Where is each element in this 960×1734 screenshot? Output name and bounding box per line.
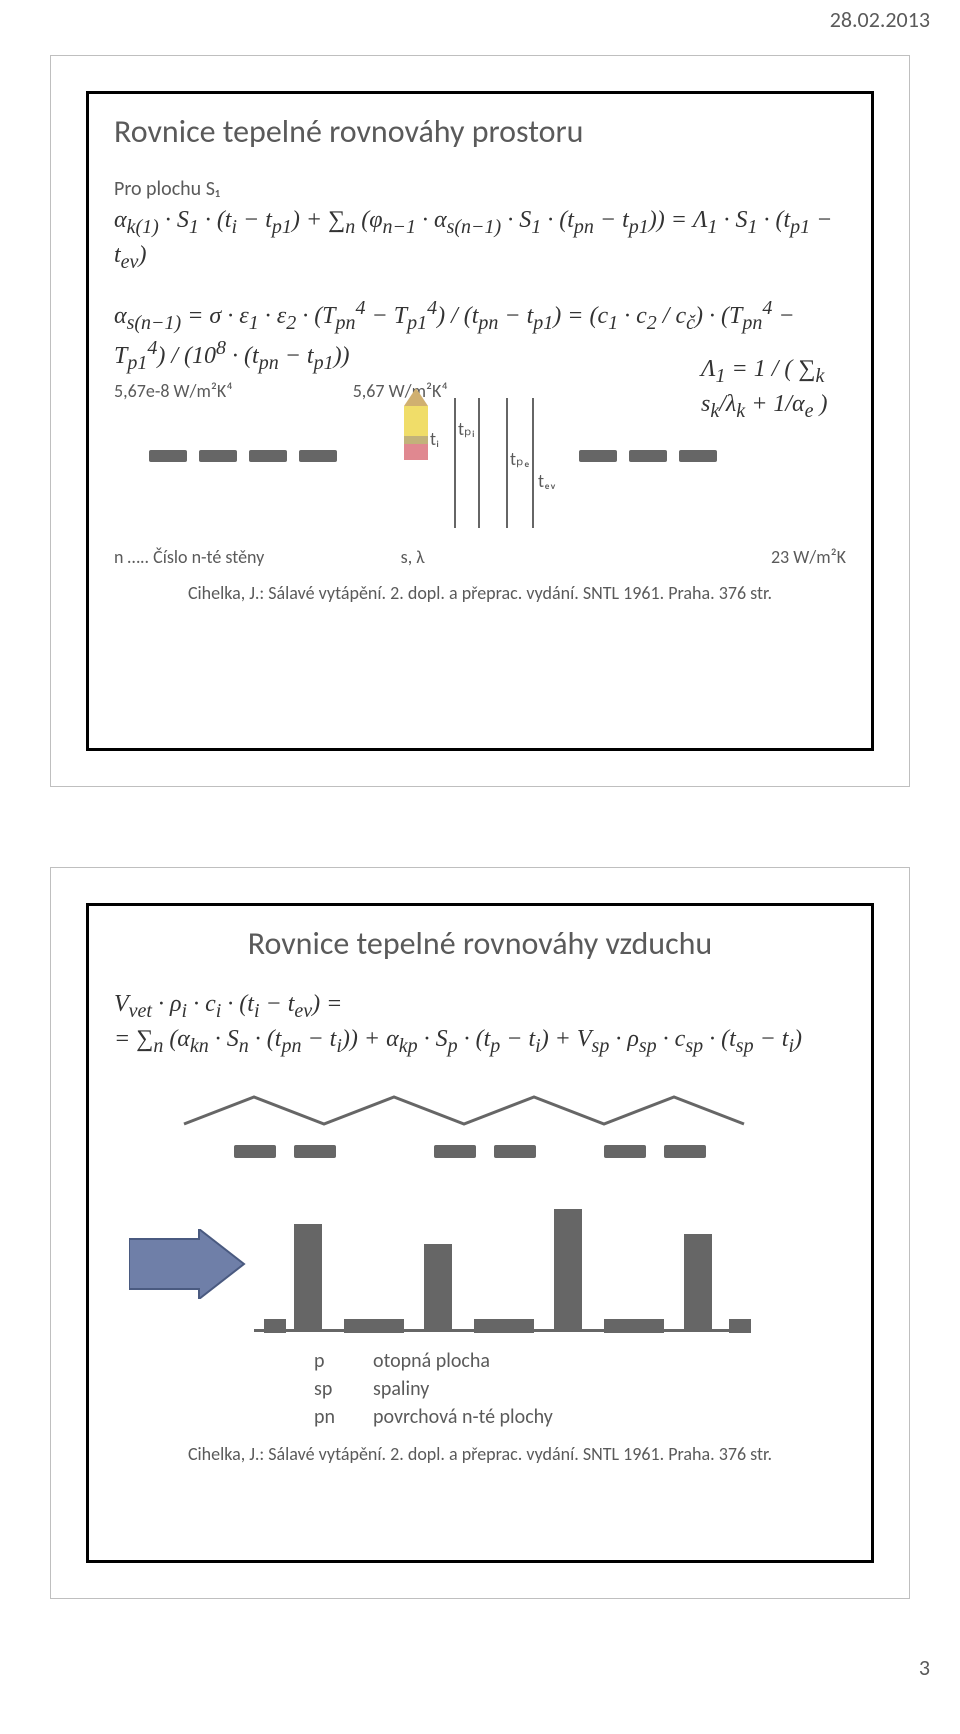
slide-2-outer: Rovnice tepelné rovnováhy vzduchu Vvet ·… [50,867,910,1599]
floor-block [474,1319,534,1333]
slides-container: Rovnice tepelné rovnováhy prostoru Pro p… [0,0,960,1734]
vertical-bar [684,1234,712,1329]
radiant-tile [299,450,337,462]
label-tev: tₑᵥ [538,470,556,492]
floor-block [344,1319,404,1333]
slide1-cite: Cihelka, J.: Sálavé vytápění. 2. dopl. a… [114,568,846,604]
slide2-eq2: = ∑n (αkn · Sn · (tpn − ti)) + αkp · Sp … [114,1024,846,1059]
anno-sigma: 5,67e-8 W/m²K⁴ [114,380,233,402]
page-date: 28.02.2013 [830,6,930,33]
radiant-tile [629,450,667,462]
legend-key: p [314,1349,335,1373]
label-slambda: s, λ [401,546,425,568]
label-tpi: tₚᵢ [458,418,475,440]
radiant-tile [679,450,717,462]
legend-val: povrchová n-té plochy [373,1405,553,1429]
vertical-bar [424,1244,452,1329]
slide2-eq1: Vvet · ρi · ci · (ti − tev) = [114,989,846,1024]
radiant-tile [199,450,237,462]
label-tpe: tₚₑ [510,448,530,470]
slide1-title: Rovnice tepelné rovnováhy prostoru [114,94,846,177]
vertical-bar [554,1209,582,1329]
note-n: n ….. Číslo n-té stěny [114,546,264,568]
legend-key: sp [314,1377,335,1401]
floor-block [264,1319,286,1333]
page-number: 3 [919,1654,930,1681]
anno-23w: 23 W/m²K [771,546,846,568]
pencil-icon [404,378,428,468]
radiant-tile [249,450,287,462]
slide2-diagram [114,1089,846,1349]
wall-section: tᵢ tₚᵢ tₚₑ tₑᵥ [454,398,534,528]
slide1-eq1: αk(1) · S1 · (ti − tp1) + ∑n (φn−1 · αs(… [114,205,846,275]
ceiling-tiles [204,1145,744,1165]
slide-2: Rovnice tepelné rovnováhy vzduchu Vvet ·… [86,903,874,1563]
room-bars [134,1189,834,1339]
slide2-legend: p sp pn otopná plocha spaliny povrchová … [114,1349,846,1429]
radiant-tile [579,450,617,462]
slide2-cite: Cihelka, J.: Sálavé vytápění. 2. dopl. a… [114,1429,846,1465]
roof-chevrons [174,1089,774,1129]
slide1-diagram: tᵢ tₚᵢ tₚₑ tₑᵥ [254,408,754,528]
radiant-tile [149,450,187,462]
floor-block [604,1319,664,1333]
slide-1: Rovnice tepelné rovnováhy prostoru Pro p… [86,91,874,751]
legend-key: pn [314,1405,335,1429]
anno-cc: 5,67 W/m²K⁴ [353,380,448,402]
floor-block [729,1319,751,1333]
vertical-bar [294,1224,322,1329]
label-ti: tᵢ [430,428,439,450]
slide1-subhead: Pro plochu S₁ [114,177,846,201]
slide-1-outer: Rovnice tepelné rovnováhy prostoru Pro p… [50,55,910,787]
legend-val: otopná plocha [373,1349,553,1373]
inlet-arrow-icon [129,1229,249,1299]
legend-val: spaliny [373,1377,553,1401]
slide2-title: Rovnice tepelné rovnováhy vzduchu [114,906,846,989]
